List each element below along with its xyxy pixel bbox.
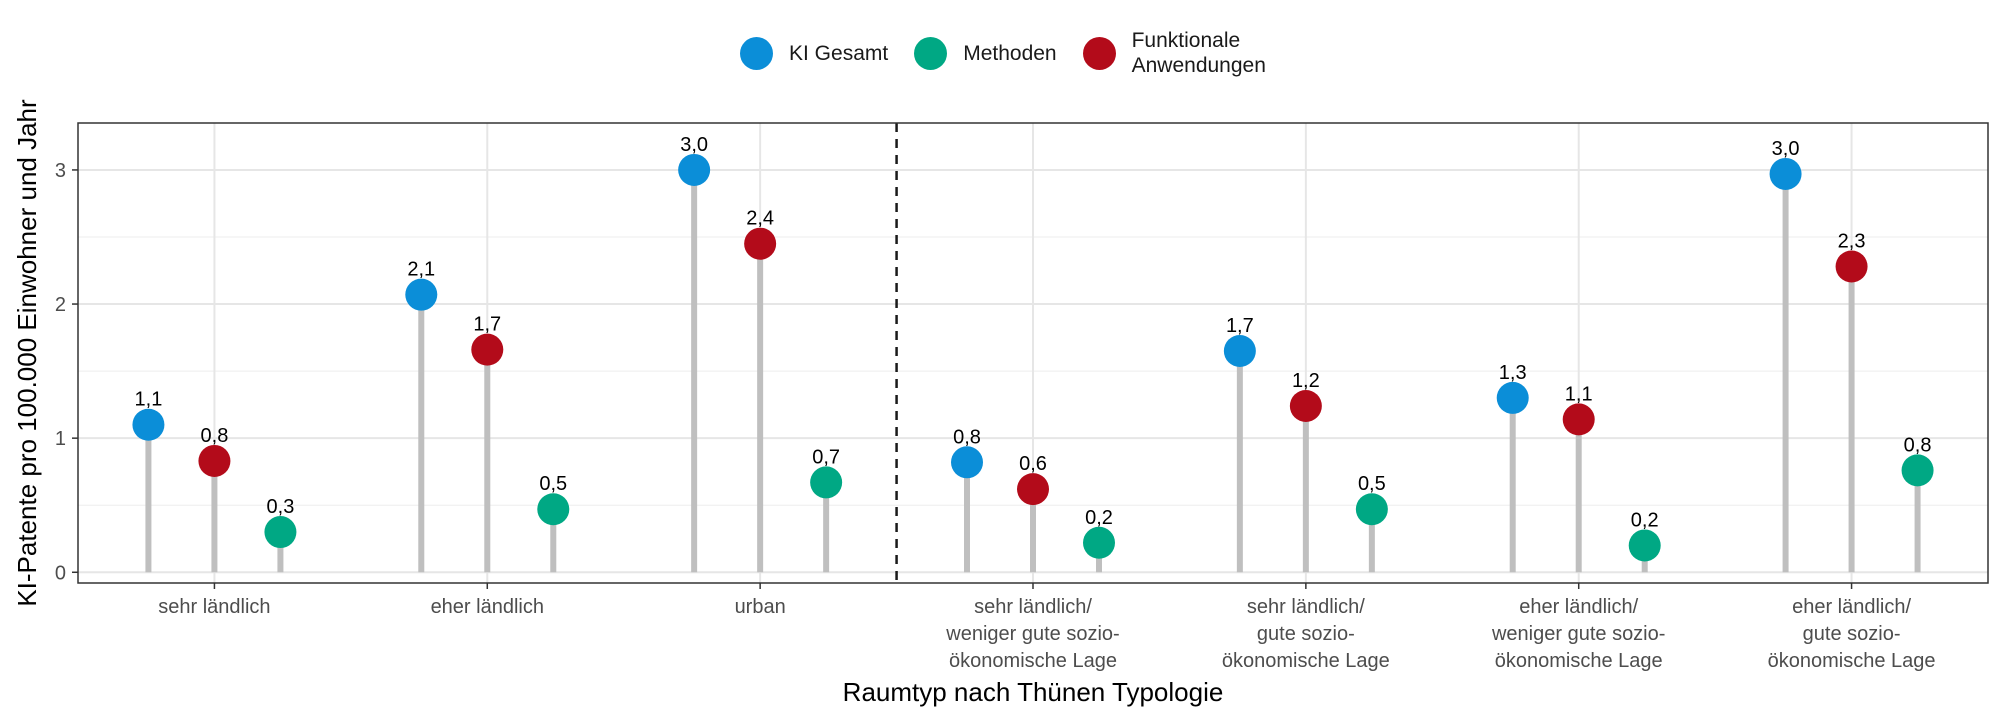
y-tick-label: 3 bbox=[55, 160, 66, 182]
data-label: 0,8 bbox=[953, 426, 981, 448]
lollipop-point bbox=[1083, 526, 1115, 559]
data-label: 1,1 bbox=[1565, 383, 1593, 405]
legend-item-funktionale-anwendungen: Funktionale Anwendungen bbox=[1082, 28, 1266, 78]
data-label: 0,8 bbox=[201, 425, 229, 447]
data-label: 0,7 bbox=[812, 446, 840, 468]
data-label: 0,2 bbox=[1085, 507, 1113, 529]
panel-border bbox=[77, 122, 1989, 584]
x-tick-label: eher ländlich/gute sozio-ökonomische Lag… bbox=[1768, 596, 1936, 672]
lollipop-point bbox=[1017, 473, 1049, 506]
lollipop-point bbox=[1901, 454, 1934, 487]
x-tick-label: urban bbox=[735, 596, 786, 618]
legend: KI Gesamt Methoden Funktionale Anwendung… bbox=[740, 28, 1266, 78]
data-label: 0,3 bbox=[267, 496, 295, 518]
y-tick-label: 0 bbox=[55, 562, 66, 584]
lollipop-point bbox=[198, 444, 231, 477]
lollipop-point bbox=[1769, 157, 1802, 190]
lollipop-point bbox=[1562, 403, 1595, 436]
y-tick-label: 1 bbox=[55, 428, 66, 450]
data-label: 3,0 bbox=[680, 134, 708, 156]
x-tick-label: eher ländlich/weniger gute sozio-ökonomi… bbox=[1491, 596, 1665, 672]
x-tick-label: eher ländlich bbox=[431, 596, 544, 618]
legend-item-methoden: Methoden bbox=[914, 36, 1057, 70]
x-tick-label: sehr ländlich/gute sozio-ökonomische Lag… bbox=[1222, 596, 1390, 672]
data-label: 0,2 bbox=[1631, 509, 1659, 531]
lollipop-point bbox=[1223, 334, 1256, 367]
lollipop-point bbox=[744, 227, 777, 260]
lollipop-point bbox=[132, 408, 165, 441]
lollipop-point bbox=[537, 493, 570, 526]
legend-label-methoden: Methoden bbox=[963, 41, 1057, 65]
data-label: 1,2 bbox=[1292, 370, 1320, 392]
legend-swatch-ki-gesamt bbox=[740, 36, 773, 70]
y-tick-label: 2 bbox=[55, 294, 66, 316]
data-label: 1,7 bbox=[473, 314, 501, 336]
x-tick-label: sehr ländlich bbox=[158, 596, 270, 618]
x-axis-title: Raumtyp nach Thünen Typologie bbox=[843, 677, 1224, 707]
legend-label-funktionale-anwendungen: Funktionale Anwendungen bbox=[1131, 29, 1266, 78]
data-label: 1,3 bbox=[1499, 362, 1527, 384]
legend-label-ki-gesamt: KI Gesamt bbox=[789, 41, 889, 65]
data-label: 1,1 bbox=[135, 389, 163, 411]
data-label: 0,5 bbox=[539, 473, 567, 495]
lollipop-point bbox=[951, 446, 983, 479]
lollipop-point bbox=[1289, 389, 1322, 422]
lollipop-point bbox=[678, 153, 711, 186]
x-tick-label: sehr ländlich/weniger gute sozio-ökonomi… bbox=[945, 596, 1119, 672]
lollipop-point bbox=[1628, 529, 1661, 562]
lollipop-point bbox=[405, 278, 438, 311]
legend-swatch-methoden bbox=[914, 36, 948, 70]
lollipop-point bbox=[1355, 493, 1388, 526]
data-label: 2,3 bbox=[1838, 230, 1866, 252]
lollipop-point bbox=[471, 333, 504, 366]
data-label: 2,4 bbox=[746, 208, 774, 230]
lollipop-point bbox=[1835, 250, 1868, 283]
data-label: 2,1 bbox=[407, 259, 435, 281]
y-axis-title: KI-Patente pro 100.000 Einwohner und Jah… bbox=[12, 99, 42, 607]
legend-item-ki-gesamt: KI Gesamt bbox=[740, 36, 889, 70]
data-label: 0,5 bbox=[1358, 473, 1386, 495]
lollipop-point bbox=[264, 516, 297, 549]
data-label: 3,0 bbox=[1772, 138, 1800, 160]
lollipop-point bbox=[1496, 381, 1529, 414]
data-label: 1,7 bbox=[1226, 315, 1254, 337]
legend-swatch-funktionale-anwendungen bbox=[1082, 36, 1116, 70]
data-label: 0,8 bbox=[1904, 434, 1932, 456]
data-label: 0,6 bbox=[1019, 453, 1047, 475]
lollipop-point bbox=[810, 466, 843, 499]
